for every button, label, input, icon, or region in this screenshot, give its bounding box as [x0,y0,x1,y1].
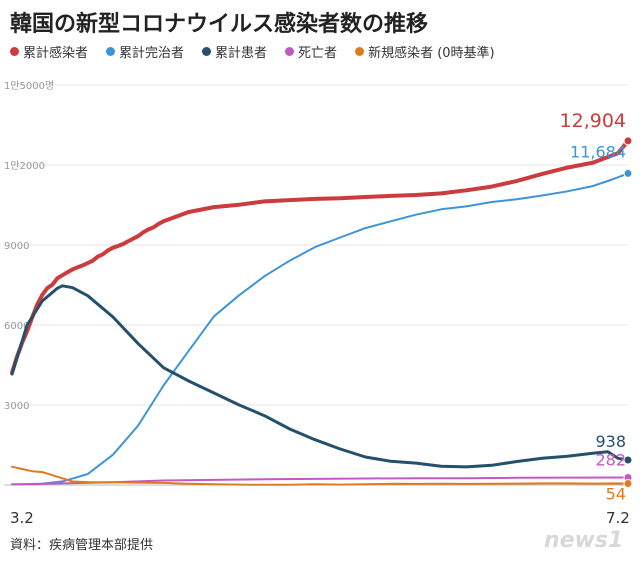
legend-label: 死亡者 [298,46,338,61]
series-line-1 [11,172,629,486]
legend-label: 累計完治者 [119,46,185,61]
source-note: 資料：疾病管理本部提供 [10,538,154,553]
series-end-label-1: 11,684 [570,142,626,161]
legend: 累計感染者 累計完治者 累計患者 死亡者 新規感染者 (0時基準) [10,42,495,61]
legend-item-cumulative-patients: 累計患者 [202,42,267,61]
series-end-label-0: 12,904 [560,110,626,132]
series-line-2 [10,284,630,469]
series-end-marker-4 [623,479,633,489]
legend-dot [285,47,295,56]
y-tick-label: 1만2000 [4,160,45,172]
series-line-4 [11,465,629,486]
series-end-marker-2 [623,455,633,465]
legend-label: 累計感染者 [23,46,89,61]
series-end-marker-1 [623,168,633,178]
x-tick-label-end: 7.2 [606,509,630,527]
legend-dot [355,47,365,56]
series-end-label-2: 938 [595,432,626,451]
chart-title: 韓国の新型コロナウイルス感染者数の推移 [10,12,429,37]
legend-label: 累計患者 [215,46,268,61]
y-tick-label: 1만5000명 [4,80,54,92]
legend-item-cumulative-recovered: 累計完治者 [106,42,184,61]
y-tick-label: 9000 [4,241,29,252]
x-tick-label-start: 3.2 [10,509,34,527]
legend-item-new-cases: 新規感染者 (0時基準) [355,42,495,61]
series-end-label-3: 282 [595,450,626,469]
legend-item-cumulative-cases: 累計感染者 [10,42,88,61]
legend-dot [106,47,116,56]
y-tick-label: 6000 [4,321,29,332]
series-end-label-4: 54 [606,485,626,504]
series-line-0 [10,138,630,375]
legend-label: 新規感染者 (0時基準) [368,46,495,61]
legend-dot [10,47,19,56]
series-end-marker-0 [623,136,633,146]
legend-dot [202,47,212,56]
y-tick-label: 3000 [4,401,29,412]
news1-logo: news1 [544,528,624,553]
legend-item-deaths: 死亡者 [285,42,337,61]
